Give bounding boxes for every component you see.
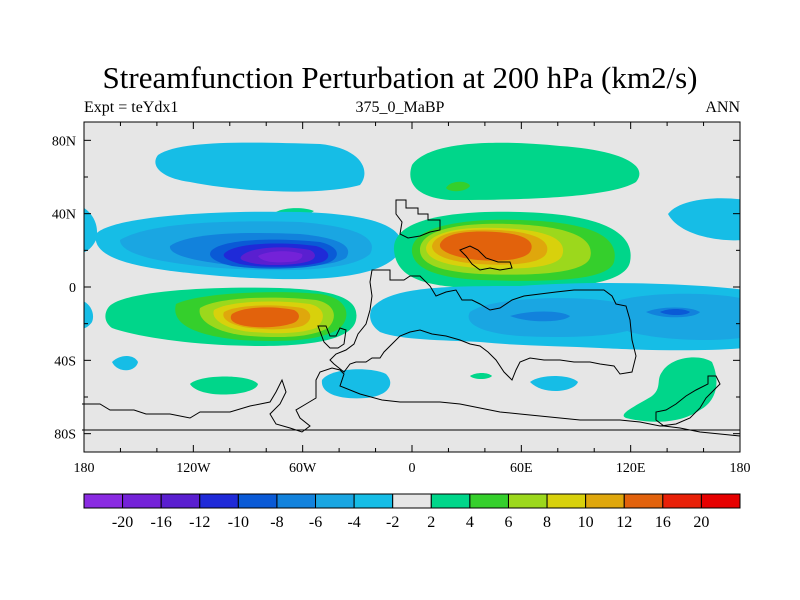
y-tick-label: 0: [69, 281, 76, 296]
colorbar-swatch: [122, 493, 162, 509]
x-tick-label: 60W: [289, 461, 317, 476]
anomaly-s-atlantic-low: [321, 369, 391, 399]
chart-title: Streamfunction Perturbation at 200 hPa (…: [102, 60, 698, 95]
colorbar-swatch: [160, 493, 201, 509]
y-tick-label: 40N: [52, 208, 76, 223]
anomaly-n-pacific-low: [155, 142, 365, 192]
season-label: ANN: [705, 99, 740, 116]
colorbar-swatch: [507, 493, 548, 509]
colorbar-label: 2: [427, 514, 435, 531]
colorbar-label: -20: [112, 514, 133, 531]
colorbar-label: 8: [543, 514, 551, 531]
colorbar-label: 10: [578, 514, 594, 531]
x-tick-label: 0: [409, 461, 416, 476]
x-tick-label: 120W: [176, 461, 211, 476]
anomaly-pacific-sh-high: [105, 287, 357, 346]
anomaly-pacific-nh-low: [95, 211, 402, 280]
colorbar-label: 6: [504, 514, 512, 531]
x-tick-label: 60E: [510, 461, 533, 476]
colorbar-label: -12: [189, 514, 210, 531]
axis-ticks: 180 120W 60W 0 60E 120E 180 80N 40N 0 40S 80S: [52, 122, 751, 476]
colorbar-label: 4: [466, 514, 474, 531]
colorbar-label: -2: [386, 514, 399, 531]
x-tick-label: 180: [730, 461, 751, 476]
x-tick-label: 120E: [616, 461, 646, 476]
y-tick-label: 80S: [54, 428, 76, 443]
anomaly-ne-pacific-low: [668, 198, 740, 241]
colorbar-swatch: [199, 493, 239, 509]
colorbar-swatch: [700, 493, 741, 509]
anomaly-tethys-high: [393, 211, 631, 289]
colorbar-swatch: [276, 493, 317, 509]
colorbar-swatch: [237, 493, 278, 509]
colorbar-label: -4: [347, 514, 360, 531]
colorbar-label: -16: [151, 514, 172, 531]
contour-fields: [84, 142, 740, 422]
colorbar-swatch: [469, 493, 509, 509]
experiment-label: Expt = teYdx1: [84, 99, 179, 116]
colorbar-swatch: [353, 493, 394, 509]
colorbar-label: 12: [616, 514, 632, 531]
colorbar-swatch: [392, 493, 432, 509]
x-tick-label: 180: [74, 461, 95, 476]
anomaly-west-edge-low: [84, 208, 97, 253]
colorbar-label: -6: [309, 514, 322, 531]
anomaly-s-ocean-high: [623, 357, 717, 422]
colorbar-label: 16: [655, 514, 671, 531]
colorbar-swatch: [623, 493, 664, 509]
anomaly-s-atlantic-small-high: [470, 373, 492, 379]
case-label: 375_0_MaBP: [355, 99, 445, 116]
anomaly-s-indian-low: [530, 376, 578, 392]
colorbar-label: -8: [270, 514, 283, 531]
colorbar-swatch: [83, 493, 124, 509]
colorbar-swatch: [585, 493, 625, 509]
colorbar-swatch: [430, 493, 471, 509]
y-tick-label: 40S: [54, 354, 76, 369]
colorbar-swatch: [315, 493, 355, 509]
colorbar-swatch: [662, 493, 702, 509]
anomaly-s-pacific-high: [190, 376, 258, 395]
colorbar-label: 20: [693, 514, 709, 531]
anomaly-west-edge-low-s: [84, 301, 93, 329]
y-tick-label: 80N: [52, 134, 76, 149]
colorbar-label: -10: [228, 514, 249, 531]
anomaly-s-pacific-small-low: [112, 356, 138, 371]
colorbar: -20 -16 -12 -10 -8 -6 -4 -2 2 4 6 8 10 12 16 20: [83, 493, 741, 531]
colorbar-swatch: [546, 493, 587, 509]
anomaly-eurasia-high: [410, 142, 640, 200]
coastlines: [82, 199, 741, 437]
